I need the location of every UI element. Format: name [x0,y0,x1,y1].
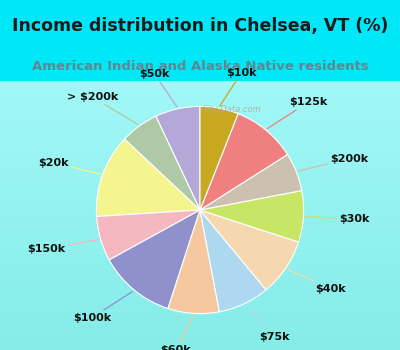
Text: $100k: $100k [73,292,133,323]
Wedge shape [200,106,238,210]
Text: $40k: $40k [287,270,346,294]
Text: Income distribution in Chelsea, VT (%): Income distribution in Chelsea, VT (%) [12,17,388,35]
Wedge shape [200,191,304,242]
Wedge shape [168,210,220,314]
Text: $75k: $75k [245,306,290,342]
Text: $60k: $60k [160,315,193,350]
Text: > $200k: > $200k [66,92,138,125]
Text: $150k: $150k [28,239,98,254]
Text: $30k: $30k [306,214,370,224]
Wedge shape [156,106,200,210]
Text: $50k: $50k [139,69,177,107]
Wedge shape [200,114,288,210]
Wedge shape [97,210,200,260]
Wedge shape [200,210,266,312]
Wedge shape [200,210,298,290]
Text: $200k: $200k [298,154,368,171]
Text: American Indian and Alaska Native residents: American Indian and Alaska Native reside… [32,60,368,72]
Wedge shape [124,116,200,210]
Text: $125k: $125k [267,97,328,128]
Text: $10k: $10k [220,68,257,106]
Text: City-Data.com: City-Data.com [201,105,261,114]
Wedge shape [200,154,302,210]
Wedge shape [96,139,200,217]
Text: $20k: $20k [38,158,100,174]
Wedge shape [109,210,200,309]
